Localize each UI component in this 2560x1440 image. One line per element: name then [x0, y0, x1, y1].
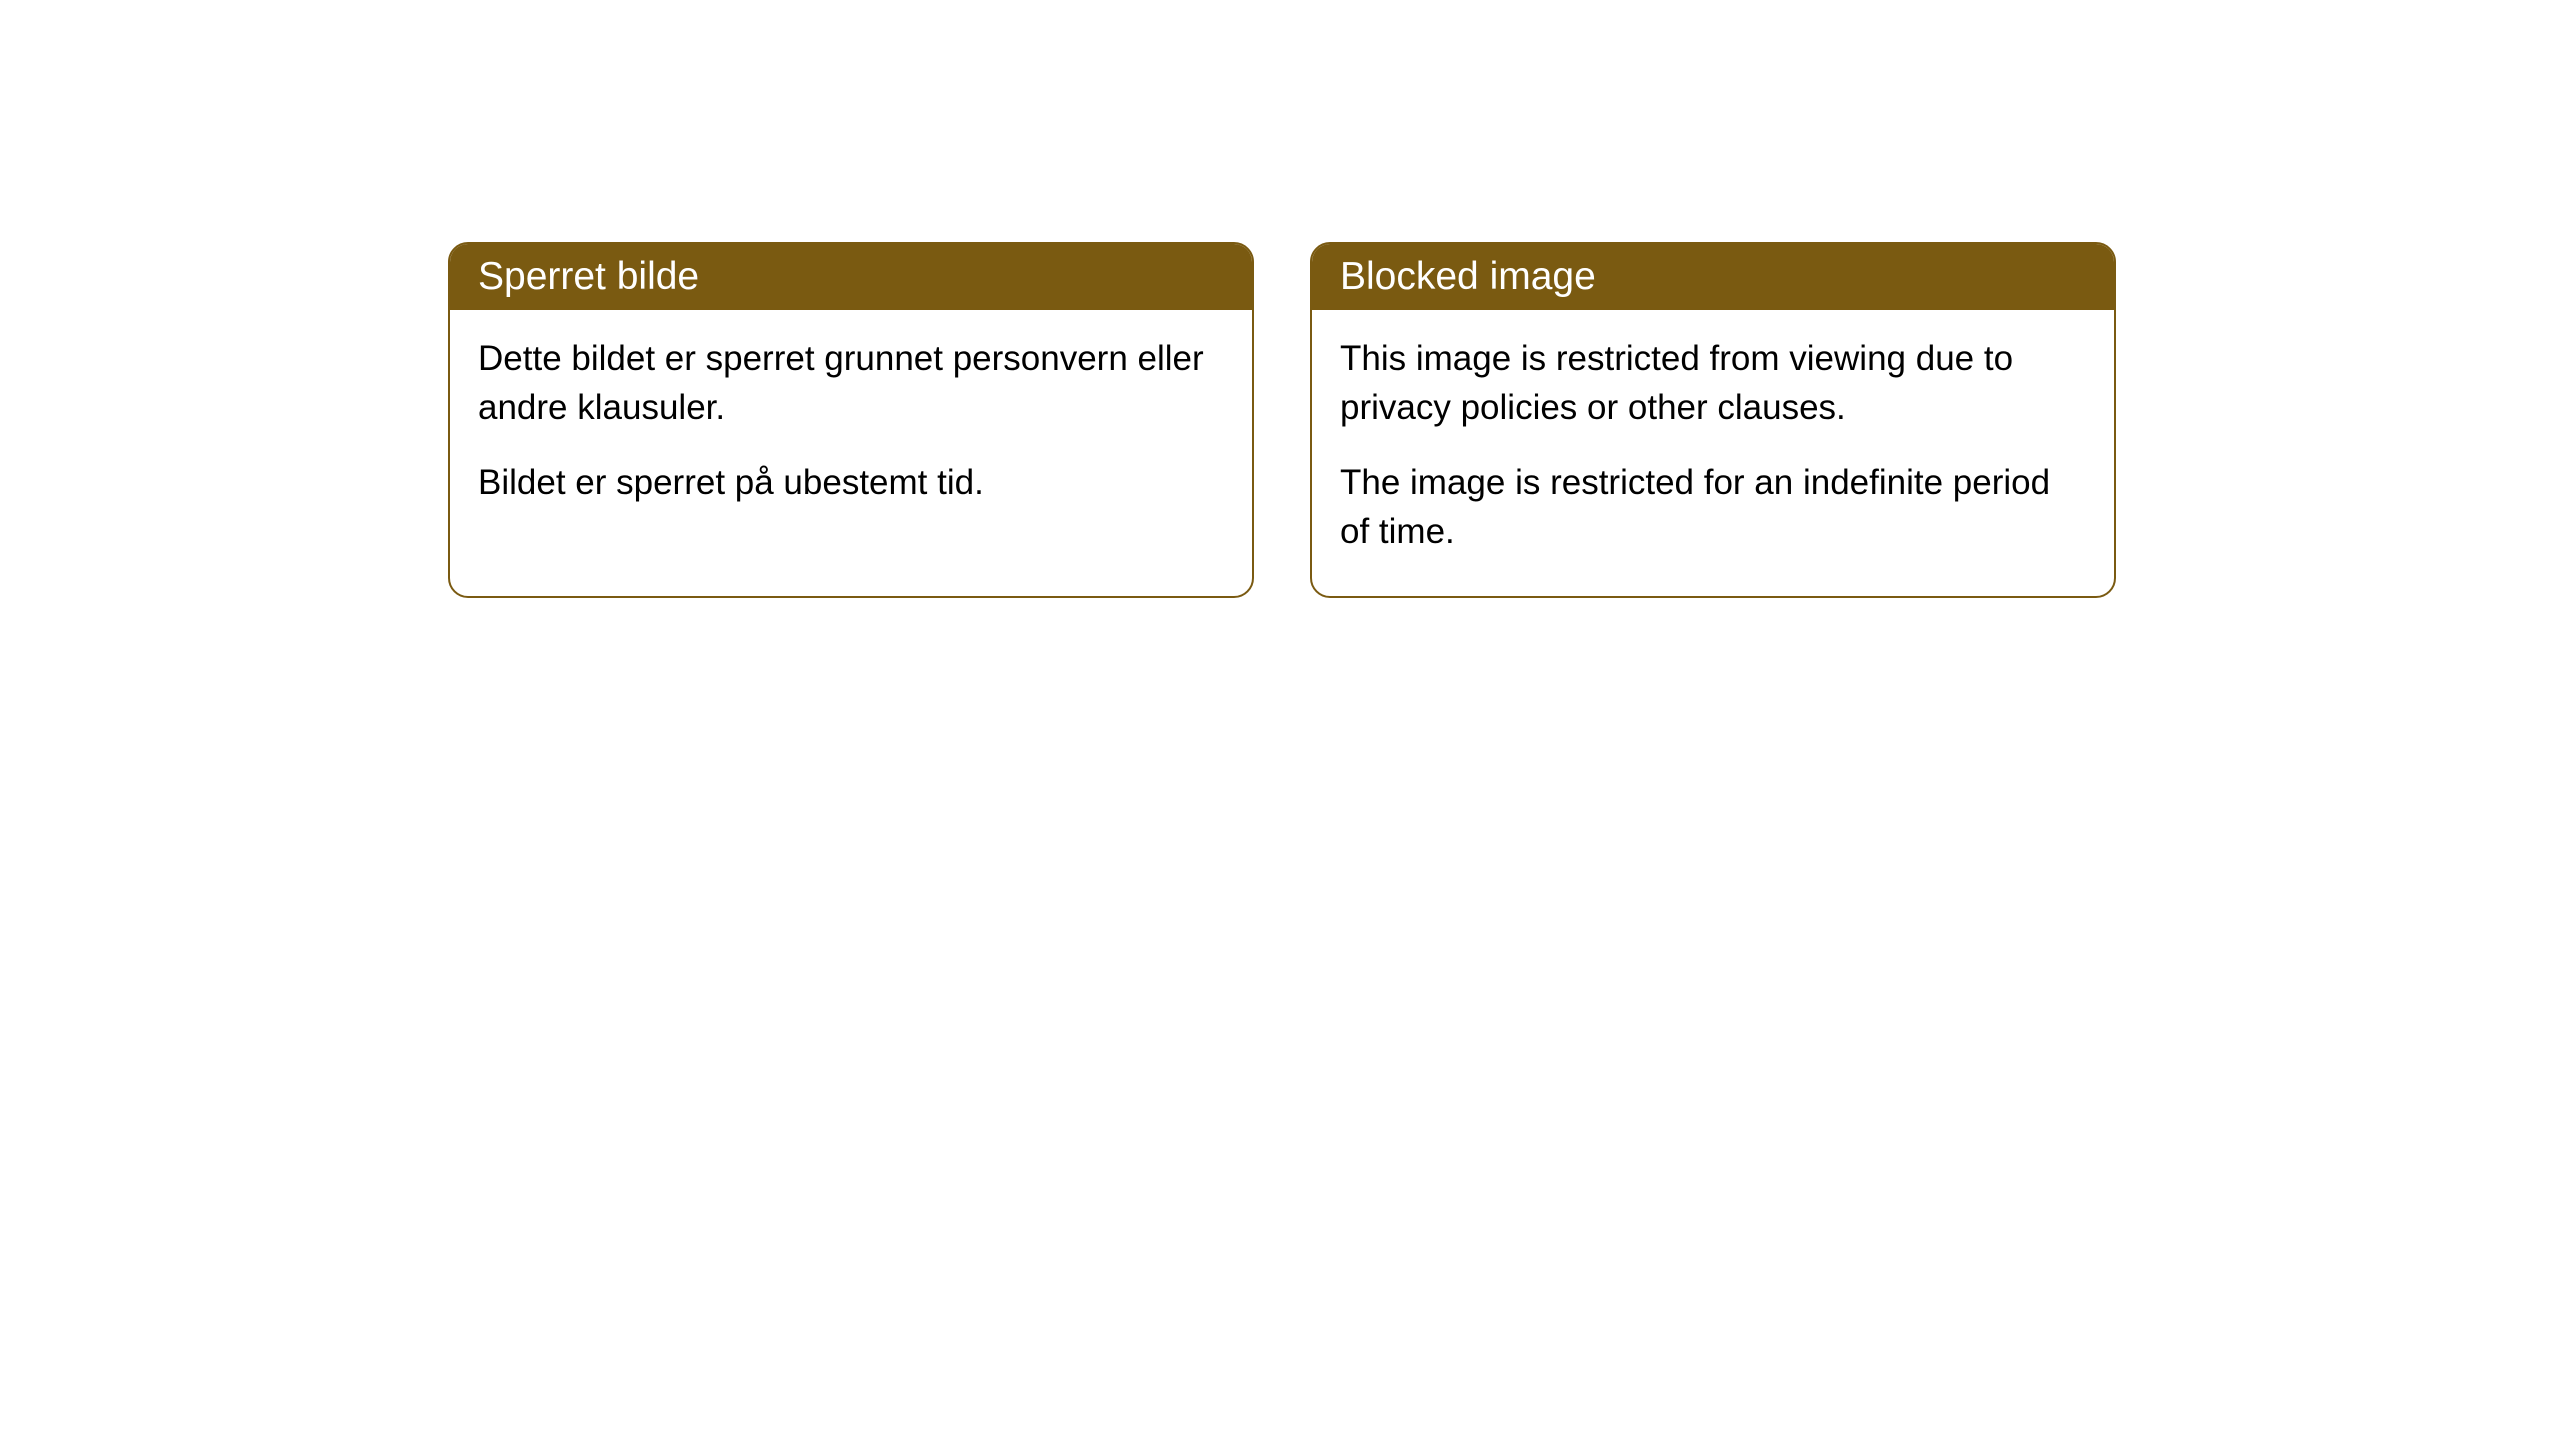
- card-header: Blocked image: [1312, 244, 2114, 310]
- notice-card-norwegian: Sperret bilde Dette bildet er sperret gr…: [448, 242, 1254, 598]
- card-body: This image is restricted from viewing du…: [1312, 310, 2114, 596]
- card-title: Sperret bilde: [478, 255, 699, 298]
- card-paragraph: The image is restricted for an indefinit…: [1340, 458, 2086, 556]
- card-paragraph: Dette bildet er sperret grunnet personve…: [478, 334, 1224, 432]
- notice-cards-container: Sperret bilde Dette bildet er sperret gr…: [448, 242, 2116, 598]
- notice-card-english: Blocked image This image is restricted f…: [1310, 242, 2116, 598]
- card-header: Sperret bilde: [450, 244, 1252, 310]
- card-title: Blocked image: [1340, 255, 1596, 298]
- card-paragraph: This image is restricted from viewing du…: [1340, 334, 2086, 432]
- card-body: Dette bildet er sperret grunnet personve…: [450, 310, 1252, 547]
- card-paragraph: Bildet er sperret på ubestemt tid.: [478, 458, 1224, 507]
